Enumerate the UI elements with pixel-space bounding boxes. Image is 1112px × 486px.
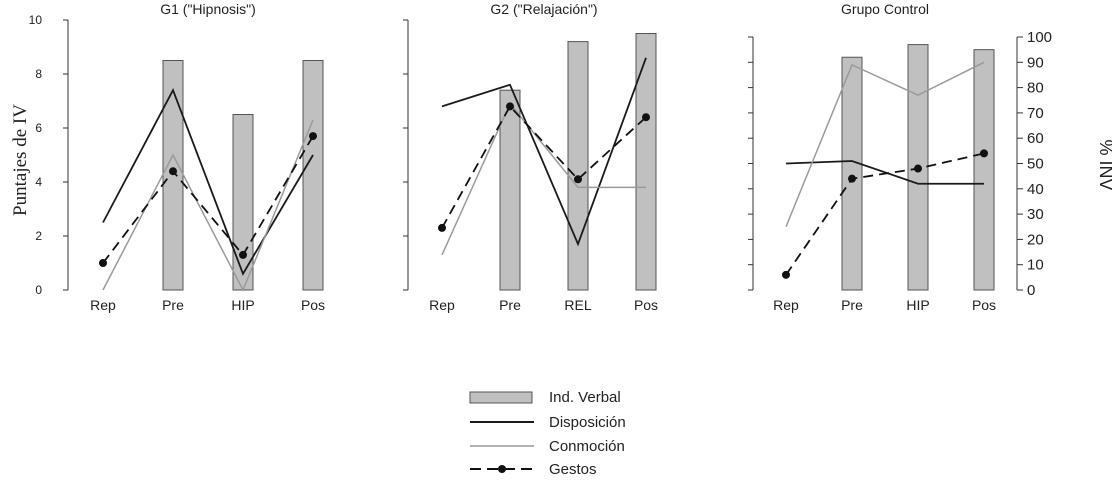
series-line-gestos: [785, 152, 985, 276]
y-tick-label: 6: [35, 121, 42, 135]
series-line-disposicion: [102, 88, 314, 276]
right-tick-label: 100: [1027, 29, 1052, 46]
right-tick-label: 20: [1027, 231, 1044, 248]
chart-panel-1: G1 ("Hipnosis") 0 2 4 6 8 10 Rep Pre HIP Pos: [29, 1, 325, 313]
y-tick-label: 4: [35, 175, 42, 189]
x-category-label: Rep: [429, 297, 455, 313]
legend-bar-swatch: [469, 391, 533, 404]
series-line-disposicion: [785, 160, 984, 185]
gestos-point: [574, 175, 582, 184]
legend-label-gestos: Gestos: [549, 461, 597, 478]
gestos-point: [169, 167, 177, 176]
gestos-point: [239, 250, 247, 259]
series-line-conmocion: [785, 61, 985, 228]
gestos-point: [848, 174, 856, 183]
x-category-label: Pre: [841, 297, 863, 313]
x-category-label: Pos: [301, 297, 325, 313]
right-tick-label: 70: [1027, 105, 1044, 122]
gestos-point: [309, 132, 317, 141]
legend-gestos-marker: [498, 465, 506, 473]
right-tick-label: 40: [1027, 181, 1044, 198]
series-line-conmocion: [102, 119, 314, 292]
series-line-disposicion: [441, 57, 647, 247]
right-tick-label: 50: [1027, 156, 1044, 173]
bar-ind-verbal: [973, 49, 995, 291]
right-axis-label: % INV: [1096, 139, 1112, 190]
gestos-point: [438, 223, 446, 232]
right-tick-label: 90: [1027, 54, 1044, 71]
y-tick-label: 0: [35, 283, 42, 297]
left-axis-label: Puntajes de IV: [10, 104, 31, 216]
y-tick-label: 2: [35, 229, 42, 243]
legend-label-ind-verbal: Ind. Verbal: [549, 389, 621, 406]
chart-panel-2: G2 ("Relajación") Rep Pre REL Pos: [403, 1, 658, 313]
chart-title: Grupo Control: [841, 1, 929, 17]
gestos-point: [99, 259, 107, 267]
x-category-label: Pos: [972, 297, 996, 313]
gestos-point: [980, 149, 988, 158]
gestos-point: [506, 102, 514, 111]
x-category-label: Rep: [773, 297, 799, 313]
right-tick-label: 30: [1027, 206, 1044, 223]
chart-title: G2 ("Relajación"): [490, 1, 597, 17]
y-tick-label: 8: [35, 67, 42, 81]
right-tick-label: 10: [1027, 257, 1044, 274]
gestos-point: [782, 270, 790, 279]
right-tick-label: 80: [1027, 80, 1044, 97]
x-category-label: Pos: [634, 297, 658, 313]
legend-label-conmocion: Conmoción: [549, 438, 625, 455]
series-line-conmocion: [441, 102, 646, 256]
legend: Ind. Verbal Disposición Conmoción Gestos: [469, 389, 626, 478]
chart-title: G1 ("Hipnosis"): [160, 1, 256, 17]
x-category-label: Pre: [162, 297, 184, 313]
x-category-label: Rep: [90, 297, 116, 313]
bar-ind-verbal: [567, 41, 589, 291]
x-category-label: HIP: [231, 297, 254, 313]
right-tick-label: 60: [1027, 130, 1044, 147]
gestos-point: [642, 113, 650, 122]
bar-ind-verbal: [302, 60, 324, 291]
series-line-gestos: [102, 135, 314, 264]
x-category-label: REL: [564, 297, 591, 313]
y-tick-label: 10: [29, 13, 43, 27]
bar-ind-verbal: [162, 60, 184, 291]
bar-ind-verbal: [499, 89, 521, 291]
gestos-point: [914, 164, 922, 173]
legend-label-disposicion: Disposición: [549, 414, 626, 431]
x-category-label: Pre: [499, 297, 521, 313]
chart-panel-3: Grupo Control 0 10 20 30 40 50 60 70 80 90 100 Rep Pr…: [748, 1, 1052, 313]
bar-ind-verbal: [841, 56, 863, 291]
x-category-label: HIP: [906, 297, 929, 313]
bar-ind-verbal: [635, 33, 657, 291]
series-line-gestos: [441, 104, 647, 229]
right-tick-label: 0: [1027, 282, 1035, 299]
